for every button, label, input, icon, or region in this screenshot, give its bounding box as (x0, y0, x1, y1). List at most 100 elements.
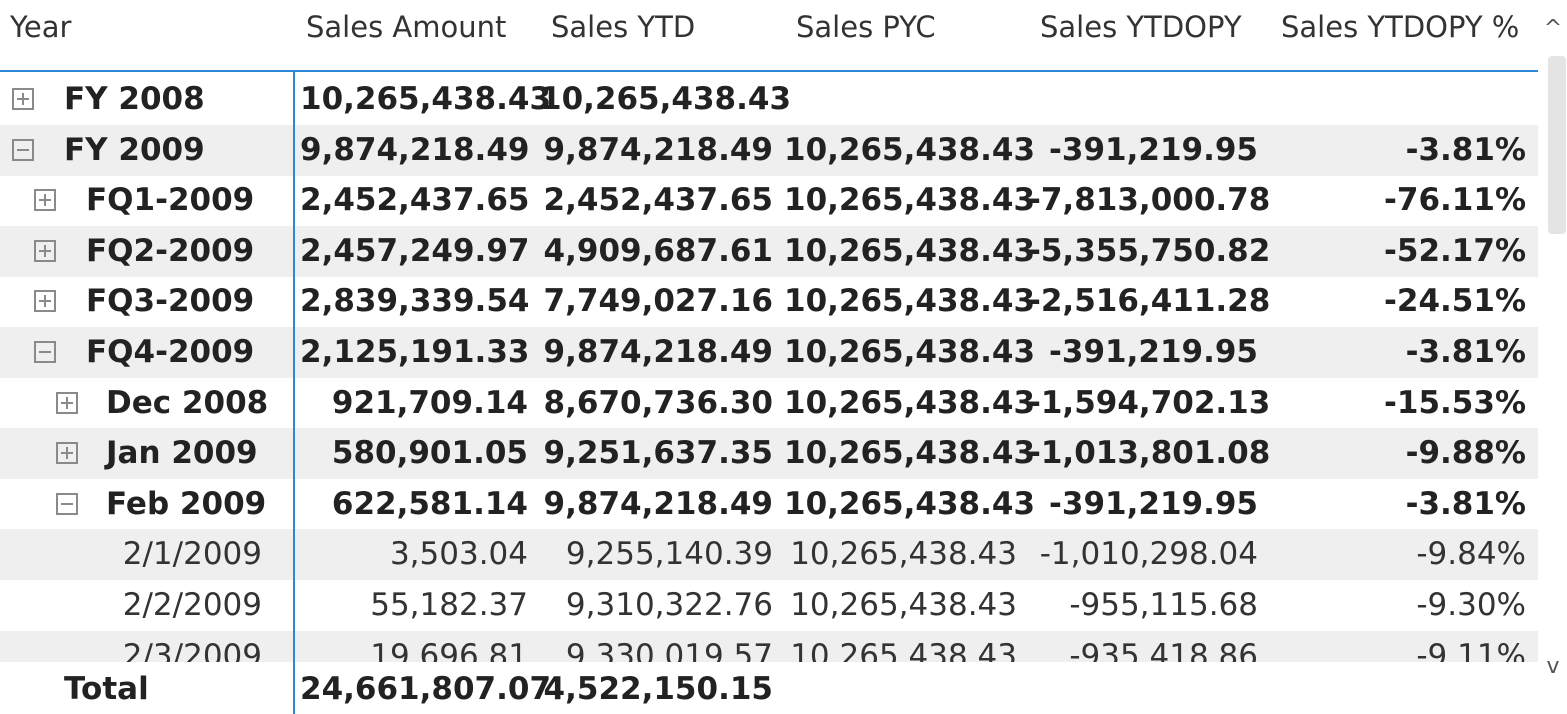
cell-sales-ytdopy-pct: -3.81% (1405, 131, 1526, 168)
cell-sales-ytd: 4,909,687.61 (543, 232, 773, 269)
expand-plus-icon[interactable] (34, 189, 56, 212)
table-row[interactable]: Dec 2008 921,709.14 8,670,736.30 10,265,438… (0, 378, 1538, 429)
cell-sales-ytdopy (1028, 74, 1258, 125)
cell-sales-amount: 3,503.04 (389, 536, 528, 573)
cell-sales-ytd: 10,265,438.43 (540, 81, 792, 117)
row-label: FY 2009 (64, 131, 205, 168)
row-label: Feb 2009 (106, 485, 267, 522)
cell-sales-ytd: 9,874,218.49 (543, 131, 773, 168)
row-header-divider (293, 72, 295, 714)
cell-sales-ytdopy-pct: -9.84% (1416, 536, 1526, 573)
cell-sales-ytdopy: -7,813,000.78 (1028, 182, 1271, 219)
cell-sales-amount: 19,696.81 (370, 637, 528, 662)
table-row[interactable]: FY 2008 10,265,438.43 10,265,438.43 (0, 74, 1538, 125)
cell-sales-amount: 9,874,218.49 (300, 131, 530, 168)
cell-sales-pyc: 10,265,438.43 (790, 536, 1017, 573)
row-label: 2/3/2009 (122, 637, 262, 662)
cell-sales-ytd: 9,874,218.49 (543, 485, 773, 522)
expand-plus-icon[interactable] (34, 239, 56, 262)
cell-sales-pyc: 10,265,438.43 (784, 283, 1036, 320)
cell-sales-amount: 921,709.14 (331, 384, 528, 421)
cell-sales-ytdopy: -955,115.68 (1069, 587, 1258, 623)
cell-sales-ytdopy: -935,418.86 (1069, 637, 1258, 662)
cell-sales-amount: 2,457,249.97 (300, 232, 530, 269)
table-row[interactable]: 2/2/2009 55,182.37 9,310,322.76 10,265,438.… (0, 580, 1538, 631)
cell-sales-pyc: 10,265,438.43 (784, 131, 1036, 168)
cell-sales-amount: 10,265,438.43 (300, 81, 552, 117)
cell-sales-pyc (784, 74, 1017, 125)
cell-sales-ytdopy-pct: -24.51% (1384, 283, 1526, 320)
cell-sales-ytdopy-pct: -9.88% (1405, 435, 1526, 472)
cell-sales-ytd: 9,874,218.49 (543, 334, 773, 370)
col-header-sales-ytdopy-pct[interactable]: Sales YTDOPY % (1281, 10, 1520, 44)
row-label: FQ2-2009 (86, 232, 255, 269)
col-header-year[interactable]: Year (10, 10, 72, 44)
table-row[interactable]: FQ1-2009 2,452,437.65 2,452,437.65 10,265,4… (0, 175, 1538, 226)
cell-sales-ytd: 2,452,437.65 (543, 182, 773, 219)
total-row: Total 24,661,807.07 4,522,150.15 (0, 665, 1538, 714)
cell-sales-pyc: 10,265,438.43 (784, 182, 1036, 219)
cell-sales-ytdopy-pct: -3.81% (1405, 485, 1526, 522)
scroll-down-icon[interactable]: v (1546, 654, 1560, 679)
collapse-minus-icon[interactable] (34, 341, 56, 363)
scrollbar-thumb[interactable] (1548, 56, 1566, 234)
cell-sales-ytdopy-pct (1270, 74, 1526, 125)
col-header-sales-amount[interactable]: Sales Amount (306, 10, 507, 44)
cell-sales-ytd: 8,670,736.30 (543, 384, 773, 421)
row-label: 2/2/2009 (122, 587, 262, 623)
table-row[interactable]: FQ4-2009 2,125,191.33 9,874,218.49 10,265,4… (0, 327, 1538, 378)
cell-sales-pyc: 10,265,438.43 (784, 485, 1036, 522)
matrix-body: FY 2008 10,265,438.43 10,265,438.43 FY 2009… (0, 74, 1538, 662)
col-header-sales-ytdopy[interactable]: Sales YTDOPY (1040, 10, 1242, 44)
row-label: Jan 2009 (106, 435, 258, 472)
expand-plus-icon[interactable] (12, 88, 34, 110)
scroll-up-icon[interactable]: ^ (1543, 16, 1563, 41)
cell-sales-pyc: 10,265,438.43 (790, 637, 1017, 662)
total-sales-amount: 24,661,807.07 (300, 671, 552, 707)
table-row[interactable]: FY 2009 9,874,218.49 9,874,218.49 10,265,43… (0, 124, 1538, 176)
cell-sales-ytdopy: -391,219.95 (1049, 485, 1258, 522)
cell-sales-ytdopy: -391,219.95 (1049, 334, 1258, 370)
cell-sales-amount: 2,839,339.54 (300, 283, 530, 320)
cell-sales-ytdopy: -2,516,411.28 (1028, 283, 1271, 320)
expand-plus-icon[interactable] (34, 290, 56, 313)
collapse-minus-icon[interactable] (56, 492, 78, 515)
expand-plus-icon[interactable] (56, 391, 78, 414)
cell-sales-pyc: 10,265,438.43 (784, 435, 1036, 472)
cell-sales-ytd: 7,749,027.16 (543, 283, 773, 320)
table-row[interactable]: FQ2-2009 2,457,249.97 4,909,687.61 10,265,4… (0, 225, 1538, 277)
cell-sales-ytd: 9,330,019.57 (565, 637, 773, 662)
expand-plus-icon[interactable] (56, 442, 78, 465)
cell-sales-amount: 2,125,191.33 (300, 334, 530, 370)
cell-sales-pyc: 10,265,438.43 (790, 587, 1017, 623)
row-label: FQ3-2009 (86, 283, 255, 320)
cell-sales-ytd: 9,255,140.39 (565, 536, 773, 573)
cell-sales-amount: 580,901.05 (331, 435, 528, 472)
cell-sales-pyc: 10,265,438.43 (784, 232, 1036, 269)
cell-sales-ytdopy: -1,013,801.08 (1028, 435, 1271, 472)
total-sales-ytd: 4,522,150.15 (543, 671, 773, 707)
table-row[interactable]: Jan 2009 580,901.05 9,251,637.35 10,265,438… (0, 428, 1538, 480)
table-row[interactable]: 2/1/2009 3,503.04 9,255,140.39 10,265,438.4… (0, 529, 1538, 581)
cell-sales-ytdopy-pct: -52.17% (1384, 232, 1526, 269)
total-label: Total (64, 671, 149, 707)
cell-sales-pyc: 10,265,438.43 (784, 384, 1036, 421)
collapse-minus-icon[interactable] (12, 138, 34, 161)
col-header-sales-ytd[interactable]: Sales YTD (551, 10, 696, 44)
cell-sales-ytdopy: -5,355,750.82 (1028, 232, 1271, 269)
cell-sales-amount: 55,182.37 (370, 587, 528, 623)
row-label: FY 2008 (64, 81, 205, 117)
cell-sales-ytdopy-pct: -76.11% (1384, 182, 1526, 219)
col-header-sales-pyc[interactable]: Sales PYC (796, 10, 936, 44)
cell-sales-ytdopy-pct: -9.11% (1416, 637, 1526, 662)
row-label: Dec 2008 (106, 384, 269, 421)
table-row[interactable]: Feb 2009 622,581.14 9,874,218.49 10,265,438… (0, 479, 1538, 530)
table-row[interactable]: FQ3-2009 2,839,339.54 7,749,027.16 10,265,4… (0, 276, 1538, 327)
cell-sales-ytdopy: -1,594,702.13 (1028, 384, 1271, 421)
cell-sales-ytdopy-pct: -9.30% (1416, 587, 1526, 623)
cell-sales-amount: 2,452,437.65 (300, 182, 530, 219)
table-row[interactable]: 2/3/2009 19,696.81 9,330,019.57 10,265,438.… (0, 630, 1538, 662)
vertical-scrollbar[interactable]: ^ v (1539, 0, 1567, 714)
row-label: FQ1-2009 (86, 182, 255, 219)
